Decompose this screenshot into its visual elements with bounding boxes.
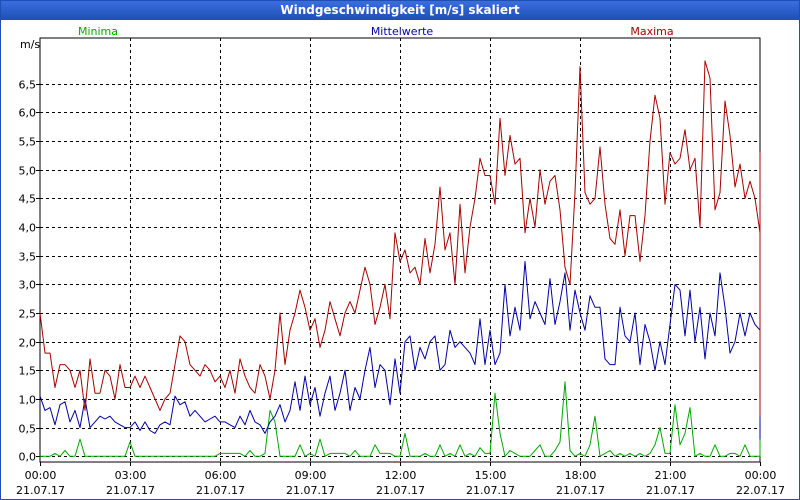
x-tick-date: 21.07.17 — [286, 484, 335, 497]
y-tick-label: 2,5 — [19, 308, 37, 321]
y-tick-label: 5,0 — [19, 165, 37, 178]
grid — [40, 38, 760, 462]
y-tick-label: 0,5 — [19, 423, 37, 436]
x-tick-time: 21:00 — [655, 469, 687, 482]
y-tick-label: 1,0 — [19, 394, 37, 407]
x-tick-time: 06:00 — [205, 469, 237, 482]
x-tick-date: 21.07.17 — [376, 484, 425, 497]
y-tick-label: 6,5 — [19, 79, 37, 92]
x-tick-date: 21.07.17 — [16, 484, 65, 497]
y-tick-label: 0,0 — [19, 451, 37, 464]
series-line-minima — [40, 381, 761, 457]
axes: 0,0 0,5 1,0 1,5 2,0 2,5 3,0 3,5 4,0 4,5 5,0 5,5 6,0 6… — [16, 79, 785, 498]
series-layer — [39, 60, 761, 457]
window-title: Windgeschwindigkeit [m/s] skaliert — [1, 1, 799, 20]
x-tick-time: 03:00 — [115, 469, 147, 482]
y-tick-label: 3,0 — [19, 279, 37, 292]
x-tick-date: 22.07.17 — [736, 484, 785, 497]
x-tick-time: 15:00 — [475, 469, 507, 482]
x-tick-date: 21.07.17 — [466, 484, 515, 497]
x-tick-date: 21.07.17 — [196, 484, 245, 497]
y-axis-label: m/s — [20, 38, 40, 51]
x-tick-time: 00:00 — [745, 469, 777, 482]
x-tick-time: 00:00 — [25, 469, 57, 482]
x-tick-date: 21.07.17 — [556, 484, 605, 497]
x-tick-time: 18:00 — [565, 469, 597, 482]
legend-mittelwerte: Mittelwerte — [371, 25, 434, 38]
y-tick-label: 3,5 — [19, 251, 37, 264]
legend: Minima Mittelwerte Maxima — [78, 25, 674, 38]
x-tick-time: 09:00 — [295, 469, 327, 482]
y-tick-label: 1,5 — [19, 365, 37, 378]
y-tick-label: 2,0 — [19, 337, 37, 350]
legend-minima: Minima — [78, 25, 118, 38]
y-tick-label: 6,0 — [19, 107, 37, 120]
series-line-maxima — [39, 60, 761, 417]
y-tick-label: 5,5 — [19, 136, 37, 149]
y-tick-label: 4,5 — [19, 193, 37, 206]
x-tick-time: 12:00 — [385, 469, 417, 482]
legend-maxima: Maxima — [630, 25, 673, 38]
y-tick-label: 4,0 — [19, 222, 37, 235]
x-tick-date: 21.07.17 — [646, 484, 695, 497]
x-tick-date: 21.07.17 — [106, 484, 155, 497]
